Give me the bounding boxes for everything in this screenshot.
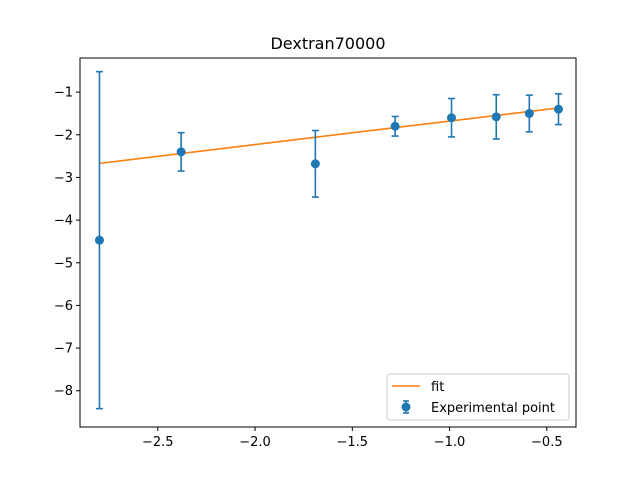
data-point <box>491 112 501 122</box>
chart-title: Dextran70000 <box>270 34 385 53</box>
y-tick-label: −8 <box>54 384 73 399</box>
y-tick-label: −1 <box>54 86 73 101</box>
data-point <box>310 159 320 169</box>
y-tick-label: −3 <box>54 171 73 186</box>
x-tick-label: −1.0 <box>434 435 466 450</box>
axes-frame <box>79 57 577 428</box>
y-tick-label: −6 <box>54 299 73 314</box>
data-point <box>176 147 186 157</box>
fit-line <box>99 107 559 165</box>
legend-box <box>386 373 570 421</box>
legend-fit-label: fit <box>431 380 444 395</box>
y-tick-label: −5 <box>54 256 73 271</box>
data-point <box>94 235 104 245</box>
axes: −2.5 −2.0 −1.5 −1.0 −0.5 −8 −7 −6 −5 −4 −3 −2 −1 <box>54 57 577 450</box>
y-tick-label: −2 <box>54 128 73 143</box>
legend: fit Experimental point <box>386 373 570 421</box>
data-point <box>553 104 563 114</box>
x-tick-label: −0.5 <box>531 435 563 450</box>
x-tick-label: −1.5 <box>337 435 369 450</box>
x-tick-label: −2.5 <box>142 435 174 450</box>
legend-point-swatch <box>401 402 411 412</box>
x-tick-label: −2.0 <box>239 435 271 450</box>
y-tick-label: −7 <box>54 342 73 357</box>
data-point <box>447 113 457 123</box>
legend-point-label: Experimental point <box>431 401 555 416</box>
data-point <box>390 121 400 131</box>
plot-area <box>94 70 563 410</box>
data-point <box>524 108 534 118</box>
y-tick-label: −4 <box>54 214 73 229</box>
